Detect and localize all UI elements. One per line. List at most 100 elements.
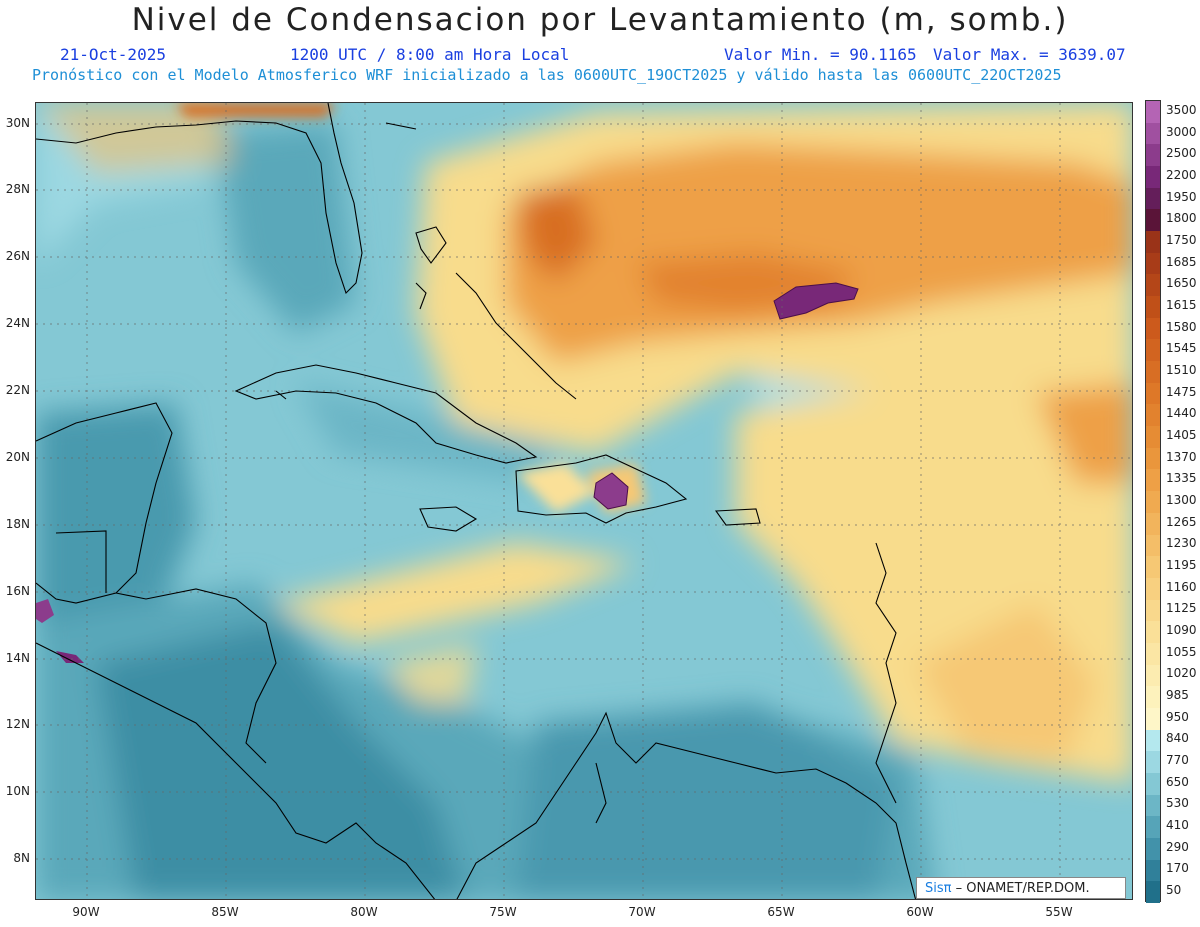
colorbar-segment xyxy=(1146,252,1160,275)
colorbar-label: 1510 xyxy=(1166,362,1197,377)
colorbar xyxy=(1145,100,1161,904)
lat-label: 14N xyxy=(5,651,30,665)
lon-label: 55W xyxy=(1045,905,1073,919)
lat-label: 26N xyxy=(5,249,30,263)
colorbar-segment xyxy=(1146,664,1160,687)
time-label: 1200 UTC / 8:00 am Hora Local xyxy=(290,45,570,64)
lat-label: 24N xyxy=(5,316,30,330)
colorbar-label: 770 xyxy=(1166,753,1189,768)
colorbar-label: 1020 xyxy=(1166,666,1197,681)
colorbar-segment xyxy=(1146,772,1160,796)
colorbar-label: 290 xyxy=(1166,839,1189,854)
lon-label: 65W xyxy=(767,905,795,919)
colorbar-segment xyxy=(1146,599,1160,622)
colorbar-label: 2500 xyxy=(1166,146,1197,161)
lat-label: 10N xyxy=(5,784,30,798)
colorbar-label: 950 xyxy=(1166,709,1189,724)
colorbar-label: 1580 xyxy=(1166,319,1197,334)
colorbar-segment xyxy=(1146,187,1160,210)
colorbar-label: 1440 xyxy=(1166,406,1197,421)
forecast-label: Pronóstico con el Modelo Atmosferico WRF… xyxy=(32,66,1062,84)
colorbar-label: 1055 xyxy=(1166,644,1197,659)
colorbar-label: 1335 xyxy=(1166,471,1197,486)
colorbar-segment xyxy=(1146,101,1160,124)
lat-label: 18N xyxy=(5,517,30,531)
colorbar-segment xyxy=(1146,231,1160,254)
colorbar-segment xyxy=(1146,751,1160,774)
colorbar-label: 1230 xyxy=(1166,536,1197,551)
colorbar-segment xyxy=(1146,274,1160,297)
colorbar-segment xyxy=(1146,642,1160,666)
colorbar-segment xyxy=(1146,122,1160,145)
map-title: Nivel de Condensacion por Levantamiento … xyxy=(131,2,1069,38)
colorbar-label: 1195 xyxy=(1166,558,1197,573)
colorbar-segment xyxy=(1146,729,1160,752)
colorbar-segment xyxy=(1146,556,1160,579)
colorbar-label: 985 xyxy=(1166,688,1189,703)
colorbar-segment xyxy=(1146,469,1160,492)
colorbar-segment xyxy=(1146,512,1160,535)
lat-label: 12N xyxy=(5,717,30,731)
credit-box: Sisπ – ONAMET/REP.DOM. xyxy=(916,877,1126,899)
colorbar-label: 1750 xyxy=(1166,232,1197,247)
colorbar-segment xyxy=(1146,837,1160,861)
colorbar-segment xyxy=(1146,447,1160,470)
lat-label: 8N xyxy=(13,851,30,865)
lcl-map[interactable] xyxy=(35,102,1133,900)
lat-label: 30N xyxy=(5,116,30,130)
colorbar-segment xyxy=(1146,491,1160,514)
colorbar-label: 650 xyxy=(1166,774,1189,789)
colorbar-segment xyxy=(1146,166,1160,189)
colorbar-segment xyxy=(1146,317,1160,340)
colorbar-label: 1545 xyxy=(1166,341,1197,356)
colorbar-label: 3000 xyxy=(1166,124,1197,139)
colorbar-label: 1685 xyxy=(1166,254,1197,269)
colorbar-segment xyxy=(1146,426,1160,449)
colorbar-label: 1300 xyxy=(1166,493,1197,507)
colorbar-label: 1615 xyxy=(1166,297,1197,312)
colorbar-segment xyxy=(1146,382,1160,405)
colorbar-label: 3500 xyxy=(1166,102,1197,117)
colorbar-segment xyxy=(1146,144,1160,167)
colorbar-segment xyxy=(1146,209,1160,232)
colorbar-label: 1160 xyxy=(1166,579,1197,594)
colorbar-label: 840 xyxy=(1166,731,1189,746)
colorbar-segment xyxy=(1146,339,1160,362)
colorbar-label: 170 xyxy=(1166,861,1189,876)
colorbar-label: 1370 xyxy=(1166,449,1197,464)
colorbar-label: 410 xyxy=(1166,818,1189,833)
lat-label: 16N xyxy=(5,584,30,598)
min-value-label: Valor Min. = 90.1165 xyxy=(724,45,917,64)
lat-label: 20N xyxy=(5,450,30,464)
date-label: 21-Oct-2025 xyxy=(60,45,166,64)
lon-label: 85W xyxy=(211,905,239,919)
lon-label: 75W xyxy=(489,905,517,919)
credit-text: – ONAMET/REP.DOM. xyxy=(955,881,1090,896)
colorbar-segment xyxy=(1146,404,1160,427)
colorbar-segment xyxy=(1146,361,1160,384)
colorbar-segment xyxy=(1146,534,1160,557)
colorbar-label: 530 xyxy=(1166,796,1189,811)
colorbar-segment xyxy=(1146,816,1160,839)
lat-label: 22N xyxy=(5,383,30,397)
lon-label: 70W xyxy=(628,905,656,919)
colorbar-label: 1265 xyxy=(1166,514,1197,529)
colorbar-segment xyxy=(1146,881,1160,904)
colorbar-segment xyxy=(1146,621,1160,644)
colorbar-label: 1475 xyxy=(1166,384,1197,399)
colorbar-label: 1650 xyxy=(1166,276,1197,291)
colorbar-label: 1800 xyxy=(1166,211,1197,226)
lon-label: 80W xyxy=(350,905,378,919)
colorbar-label: 50 xyxy=(1166,883,1182,898)
map-canvas xyxy=(36,103,1132,899)
colorbar-segment xyxy=(1146,859,1160,882)
colorbar-segment xyxy=(1146,296,1160,319)
lon-label: 90W xyxy=(72,905,100,919)
colorbar-segment xyxy=(1146,686,1160,709)
colorbar-segment xyxy=(1146,577,1160,601)
colorbar-label: 2200 xyxy=(1166,167,1197,182)
colorbar-segment xyxy=(1146,794,1160,817)
max-value-label: Valor Max. = 3639.07 xyxy=(933,45,1126,64)
colorbar-label: 1125 xyxy=(1166,601,1197,616)
lat-label: 28N xyxy=(5,182,30,196)
